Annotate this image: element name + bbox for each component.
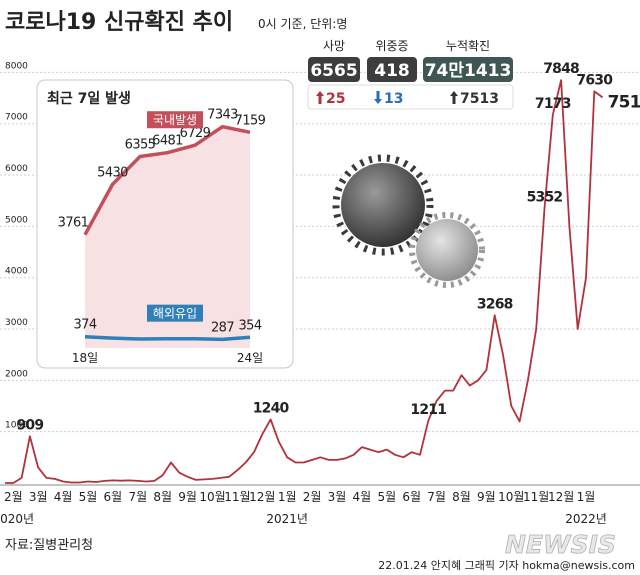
stat-label: 누적확진 bbox=[446, 39, 490, 53]
x-tick-label: 11월 bbox=[523, 490, 549, 504]
x-tick-label: 7월 bbox=[427, 490, 446, 504]
credit: 22.01.24 안지혜 그래픽 기자 hokma@newsis.com bbox=[378, 559, 635, 572]
data-label: 1211 bbox=[410, 402, 446, 418]
change-box bbox=[307, 84, 514, 110]
chart-title: 코로나19 신규확진 추이 bbox=[5, 10, 233, 35]
x-tick-label: 10월 bbox=[498, 490, 524, 504]
virus bbox=[341, 163, 425, 247]
x-tick-label: 8월 bbox=[153, 490, 172, 504]
data-label: 1240 bbox=[253, 400, 290, 416]
x-tick-label: 4월 bbox=[54, 490, 73, 504]
change-arrow bbox=[450, 91, 458, 104]
series-label-box bbox=[147, 111, 203, 129]
series-label: 해외유입 bbox=[153, 307, 197, 321]
virus-illustration bbox=[332, 154, 485, 288]
year-label: 2020년 bbox=[0, 512, 34, 526]
data-label: 7159 bbox=[235, 113, 266, 128]
data-label: 3761 bbox=[58, 216, 89, 231]
line bbox=[84, 334, 251, 342]
data-label: 6729 bbox=[180, 126, 211, 141]
x-tick-label: 6월 bbox=[402, 490, 421, 504]
line bbox=[83, 124, 251, 236]
year-label: 2022년 bbox=[565, 512, 607, 526]
stat-value: 74만1413 bbox=[425, 61, 512, 81]
data-label: 6355 bbox=[125, 138, 156, 153]
year-label: 2021년 bbox=[266, 512, 308, 526]
data-label: 7343 bbox=[207, 108, 238, 123]
x-tick-label: 12월 bbox=[548, 490, 574, 504]
data-label: 7513 bbox=[608, 92, 640, 112]
data-label: 7173 bbox=[535, 96, 571, 112]
main-chart: 2월2020년3월4월5월6월7월8월9월10월11월12월1월2021년2월3… bbox=[0, 61, 640, 526]
stat-label: 위중증 bbox=[375, 39, 408, 53]
y-tick-label: 1000 bbox=[5, 421, 28, 431]
y-tick-label: 8000 bbox=[5, 61, 28, 71]
y-tick-label: 3000 bbox=[5, 318, 28, 328]
data-label: 5352 bbox=[527, 189, 563, 205]
area bbox=[85, 126, 250, 348]
data-label: 287 bbox=[211, 320, 234, 335]
y-tick-label: 2000 bbox=[5, 369, 28, 379]
stat-box bbox=[423, 57, 513, 82]
stats: 사망 위중증 누적확진 6565 418 74만1413 25 13 7513 bbox=[307, 39, 514, 110]
stat-box bbox=[367, 57, 417, 82]
x-tick-label: 9월 bbox=[178, 490, 197, 504]
x-tick-label: 8월 bbox=[452, 490, 471, 504]
x-tick-label: 1월 bbox=[278, 490, 297, 504]
x-tick-label: 5월 bbox=[377, 490, 396, 504]
virus-spikes bbox=[332, 154, 434, 256]
data-label: 7848 bbox=[543, 61, 579, 77]
data-label: 7630 bbox=[576, 72, 613, 88]
inset-title: 최근 7일 발생 bbox=[47, 90, 131, 107]
x-tick-label: 24일 bbox=[237, 351, 263, 365]
data-label: 909 bbox=[16, 417, 43, 433]
stat-box bbox=[308, 57, 360, 82]
x-tick-label: 5월 bbox=[79, 490, 98, 504]
x-tick-label: 11월 bbox=[224, 490, 250, 504]
x-tick-label: 18일 bbox=[72, 351, 98, 365]
stat-value: 6565 bbox=[310, 61, 357, 81]
x-tick-label: 3월 bbox=[328, 490, 347, 504]
virus bbox=[416, 219, 478, 281]
x-tick-label: 1월 bbox=[577, 490, 596, 504]
x-tick-label: 7월 bbox=[128, 490, 147, 504]
change-arrow bbox=[316, 91, 324, 104]
y-tick-label: 5000 bbox=[5, 215, 28, 225]
data-label: 354 bbox=[238, 318, 261, 333]
series-label-box bbox=[147, 304, 203, 322]
source: 자료:질병관리청 bbox=[5, 538, 93, 553]
data-label: 3268 bbox=[477, 296, 513, 312]
x-tick-label: 4월 bbox=[353, 490, 372, 504]
data-label: 6481 bbox=[152, 134, 183, 149]
change-arrow bbox=[374, 91, 382, 104]
stat-change: 25 bbox=[326, 91, 345, 107]
chart-subtitle: 0시 기준, 단위:명 bbox=[258, 17, 347, 31]
series-label: 국내발생 bbox=[153, 113, 197, 127]
y-tick-label: 4000 bbox=[5, 267, 28, 277]
x-tick-label: 2월 bbox=[4, 490, 23, 504]
stat-value: 418 bbox=[374, 61, 410, 81]
stat-label: 사망 bbox=[323, 39, 345, 53]
data-label: 5430 bbox=[97, 165, 128, 180]
x-tick-label: 2월 bbox=[303, 490, 322, 504]
x-tick-label: 9월 bbox=[477, 490, 496, 504]
stat-change: 7513 bbox=[460, 91, 499, 107]
x-tick-label: 6월 bbox=[104, 490, 123, 504]
data-label: 374 bbox=[73, 318, 96, 333]
logo: NEWSIS bbox=[505, 530, 616, 559]
y-tick-label: 7000 bbox=[5, 113, 28, 123]
line bbox=[5, 79, 604, 484]
y-tick-label: 6000 bbox=[5, 164, 28, 174]
virus-spikes bbox=[409, 212, 485, 288]
x-tick-label: 12월 bbox=[249, 490, 275, 504]
x-tick-label: 3월 bbox=[29, 490, 48, 504]
x-tick-label: 10월 bbox=[199, 490, 225, 504]
stat-change: 13 bbox=[384, 91, 403, 107]
